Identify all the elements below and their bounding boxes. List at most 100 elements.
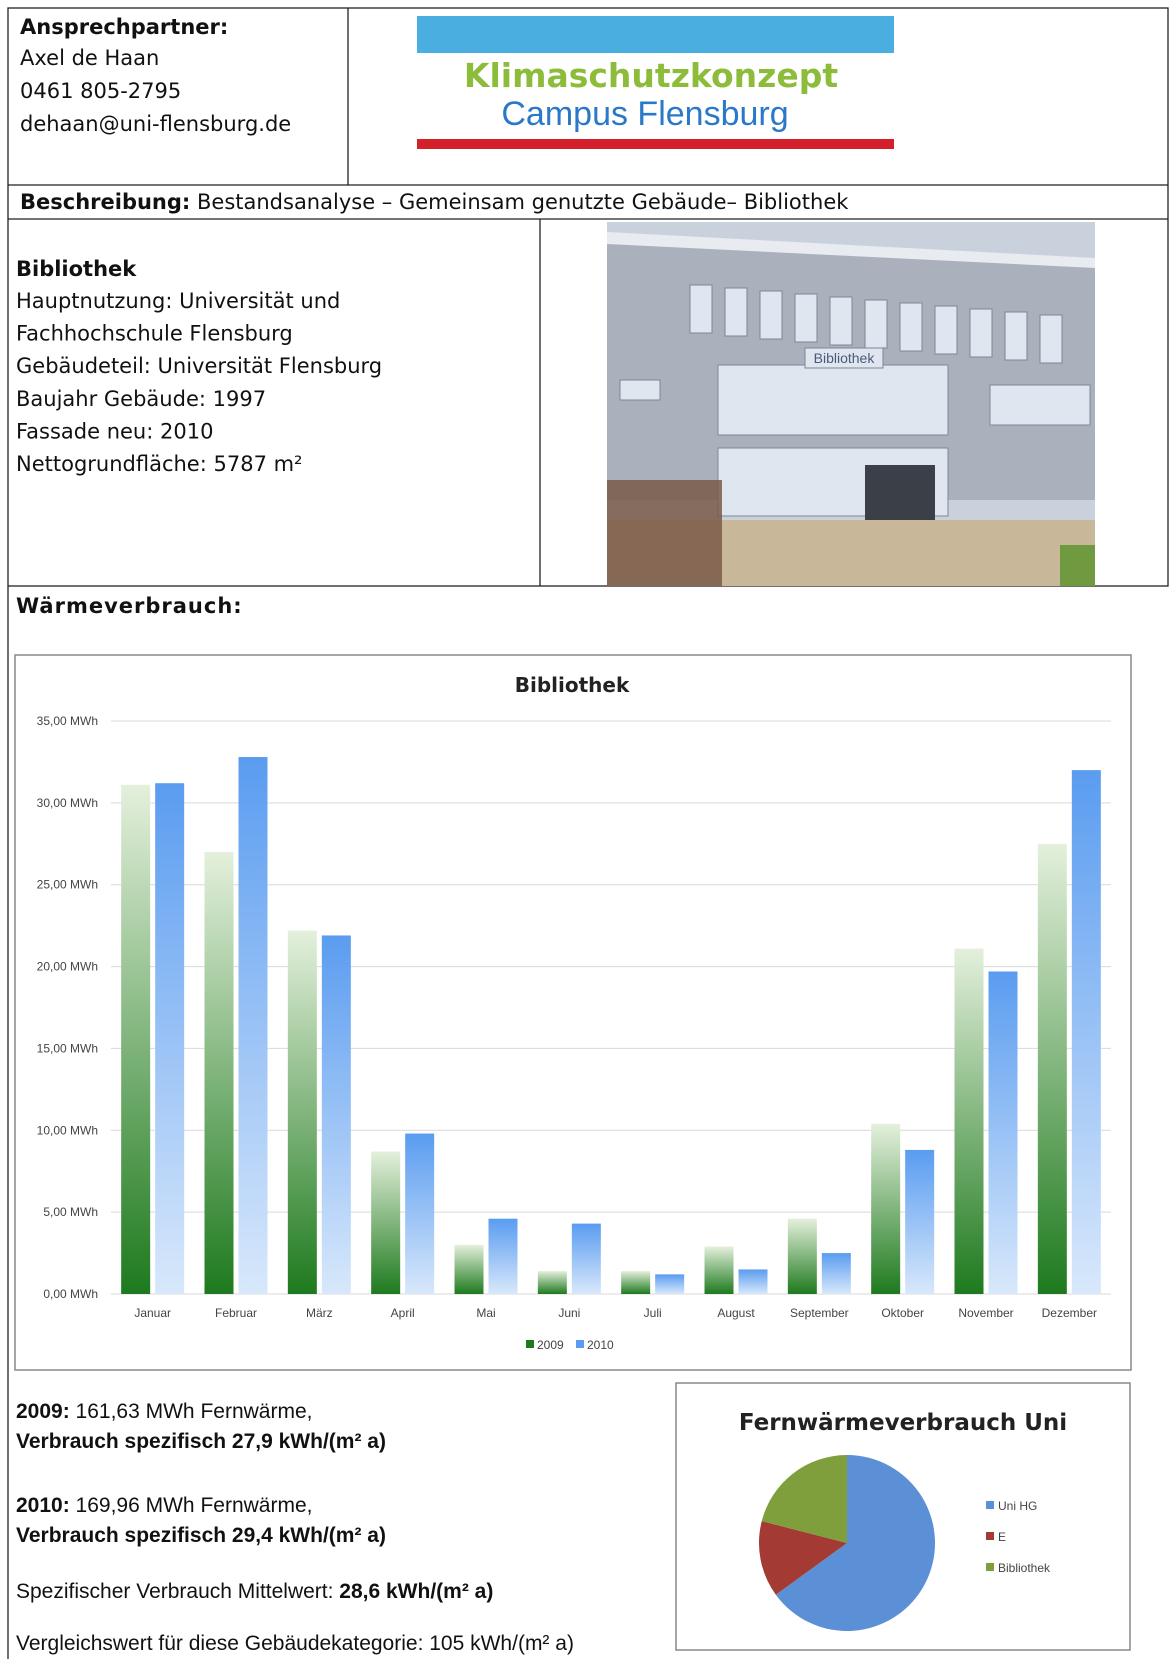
x-tick-label: April — [391, 1306, 415, 1320]
legend-label: Bibliothek — [998, 1561, 1051, 1575]
photo-grass — [1060, 545, 1095, 586]
bar — [1037, 843, 1067, 1294]
summary-segment: Verbrauch spezifisch 29,4 kWh/(m² a) — [16, 1524, 386, 1547]
x-tick-label: Januar — [134, 1306, 171, 1320]
photo-ground — [607, 520, 1095, 586]
summary-line: Vergleichswert für diese Gebäudekategori… — [16, 1632, 574, 1655]
building-photo: Bibliothek — [607, 222, 1095, 586]
bar — [905, 1149, 935, 1294]
bar — [537, 1271, 567, 1294]
y-tick-label: 30,00 MWh — [37, 796, 98, 810]
legend-label: 2009 — [537, 1338, 564, 1352]
y-tick-label: 25,00 MWh — [37, 878, 98, 892]
bar — [321, 935, 351, 1294]
pie-slice — [759, 1521, 847, 1595]
building-info: Hauptnutzung: Universität und Fachhochsch… — [16, 289, 382, 476]
summary-line: Verbrauch spezifisch 29,4 kWh/(m² a) — [16, 1524, 386, 1547]
contact-name: Axel de Haan — [20, 46, 159, 70]
building-line: Hauptnutzung: Universität und — [16, 289, 340, 313]
bar — [787, 1218, 817, 1294]
bar — [571, 1223, 601, 1294]
summary-segment: 169,96 MWh Fernwärme, — [70, 1494, 313, 1517]
description-label: Beschreibung: — [20, 190, 190, 214]
y-tick-label: 0,00 MWh — [43, 1287, 98, 1301]
x-tick-label: Februar — [215, 1306, 257, 1320]
summary-segment: Verbrauch spezifisch 27,9 kWh/(m² a) — [16, 1430, 386, 1453]
x-tick-label: März — [306, 1306, 333, 1320]
bar — [454, 1244, 484, 1294]
bar — [155, 783, 185, 1294]
bar — [405, 1133, 435, 1294]
summary-line: 2009: 161,63 MWh Fernwärme, — [16, 1400, 312, 1423]
logo-title: Klimaschutzkonzept — [464, 56, 838, 95]
building-line: Nettogrundfläche: 5787 m² — [16, 452, 302, 476]
building-line: Gebäudeteil: Universität Flensburg — [16, 354, 382, 378]
frame — [7, 7, 1169, 1659]
building-line: Baujahr Gebäude: 1997 — [16, 387, 266, 411]
bar-chart: Bibliothek 0,00 MWh 5,00 MWh 10,00 MWh 15,00… — [37, 673, 1111, 1352]
y-tick-label: 10,00 MWh — [37, 1123, 98, 1137]
pie-slice — [761, 1455, 847, 1543]
x-tick-label: Juli — [644, 1306, 662, 1320]
x-tick-label: November — [958, 1306, 1013, 1320]
bar — [204, 851, 234, 1294]
legend-swatch — [986, 1501, 994, 1509]
bar — [704, 1246, 734, 1294]
x-tick-label: Dezember — [1042, 1306, 1097, 1320]
building-line: Fachhochschule Flensburg — [16, 322, 293, 346]
description: Beschreibung: Bestandsanalyse – Gemeinsa… — [20, 190, 849, 214]
bar — [121, 784, 151, 1294]
bar — [1071, 770, 1101, 1294]
logo-bar-red — [417, 139, 894, 149]
legend-swatch — [576, 1340, 584, 1348]
pie-slice — [775, 1455, 936, 1632]
summary-line: Spezifischer Verbrauch Mittelwert: 28,6 … — [16, 1580, 493, 1603]
description-text: Bestandsanalyse – Gemeinsam genutzte Geb… — [190, 190, 849, 214]
summary-line: Verbrauch spezifisch 27,9 kWh/(m² a) — [16, 1430, 386, 1453]
summary: 2009: 161,63 MWh Fernwärme, Verbrauch spe… — [16, 1400, 574, 1655]
photo-roof — [607, 232, 1095, 268]
legend-label: Uni HG — [998, 1499, 1037, 1513]
legend-label: 2010 — [587, 1338, 614, 1352]
bar — [238, 757, 268, 1294]
table-border — [7, 7, 1169, 587]
x-tick-label: Juni — [558, 1306, 580, 1320]
x-tick-label: August — [717, 1306, 755, 1320]
logo-subtitle: Campus Flensburg — [501, 95, 788, 133]
contact-phone: 0461 805-2795 — [20, 79, 181, 103]
contact-heading: Ansprechpartner: — [20, 15, 228, 39]
bar — [287, 930, 317, 1294]
bar — [821, 1253, 851, 1294]
y-tick-label: 15,00 MWh — [37, 1041, 98, 1055]
bar — [488, 1218, 518, 1294]
chart-title: Fernwärmeverbrauch Uni — [739, 1410, 1067, 1436]
legend-swatch — [986, 1532, 994, 1540]
contact-email: dehaan@uni-flensburg.de — [20, 112, 291, 136]
y-tick-label: 5,00 MWh — [43, 1205, 98, 1219]
photo-sign — [804, 347, 884, 369]
y-tick-label: 35,00 MWh — [37, 714, 98, 728]
bar — [871, 1123, 901, 1294]
bar — [621, 1271, 651, 1294]
bar — [954, 948, 984, 1294]
x-tick-label: September — [790, 1306, 849, 1320]
building-line: Fassade neu: 2010 — [16, 419, 213, 443]
section-heading: Wärmeverbrauch: — [16, 594, 243, 618]
summary-segment: 28,6 kWh/(m² a) — [339, 1580, 493, 1603]
bar — [655, 1274, 685, 1294]
summary-segment: Spezifischer Verbrauch Mittelwert: — [16, 1580, 339, 1603]
summary-segment: 161,63 MWh Fernwärme, — [70, 1400, 313, 1423]
logo-bar-blue — [417, 16, 894, 53]
photo-entrance — [865, 465, 935, 520]
photo-sign-text: Bibliothek — [814, 350, 876, 366]
photo-hedge — [607, 480, 722, 586]
legend-label: E — [998, 1530, 1006, 1544]
legend-swatch — [986, 1563, 994, 1571]
chart-title: Bibliothek — [515, 673, 630, 697]
y-tick-label: 20,00 MWh — [37, 960, 98, 974]
x-tick-label: Oktober — [881, 1306, 924, 1320]
summary-line: 2010: 169,96 MWh Fernwärme, — [16, 1494, 312, 1517]
bar — [371, 1151, 401, 1294]
legend-swatch — [526, 1340, 534, 1348]
